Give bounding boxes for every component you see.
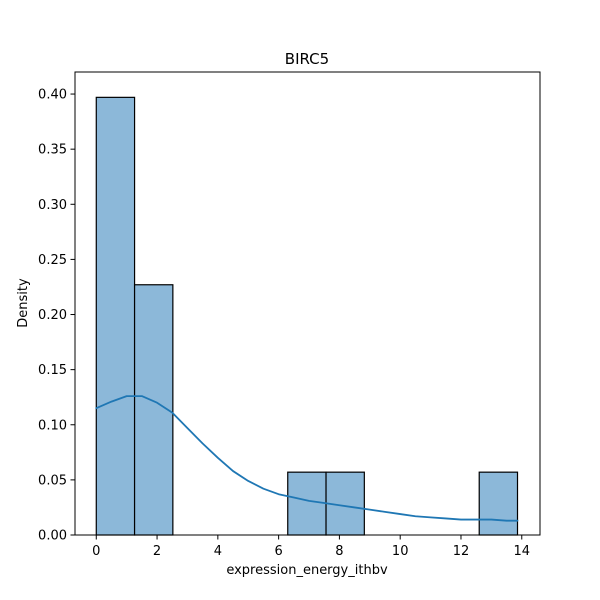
histogram-bar	[478, 471, 519, 536]
y-tick-label: 0.20	[38, 308, 67, 323]
x-tick-label: 8	[335, 544, 343, 559]
y-tick-label: 0.15	[38, 363, 67, 378]
y-tick-label: 0.30	[38, 198, 67, 213]
x-tick-label: 0	[92, 544, 100, 559]
histogram-bar	[287, 471, 327, 536]
y-tick-label: 0.05	[38, 473, 67, 488]
y-tick-label: 0.35	[38, 143, 67, 158]
x-axis-ticks: 0 2 4 6 8 10 12 14	[92, 535, 530, 559]
x-axis-label: expression_energy_ithbv	[226, 563, 388, 578]
x-tick-label: 12	[453, 544, 470, 559]
x-tick-label: 4	[214, 544, 222, 559]
x-tick-label: 10	[392, 544, 409, 559]
kde-curve-group	[95, 395, 519, 522]
y-axis-label: Density	[16, 278, 31, 328]
y-tick-label: 0.10	[38, 418, 67, 433]
y-tick-label: 0.00	[38, 529, 67, 544]
kde-line	[95, 395, 519, 522]
x-tick-label: 6	[274, 544, 282, 559]
x-tick-label: 14	[513, 544, 530, 559]
histogram-bars	[95, 96, 519, 536]
histogram-bar	[95, 96, 136, 536]
y-tick-label: 0.25	[38, 253, 67, 268]
x-tick-label: 2	[153, 544, 161, 559]
y-axis-ticks: 0.00 0.05 0.10 0.15 0.20 0.25 0.30 0.35 0.40	[38, 88, 75, 544]
chart-title: BIRC5	[285, 50, 329, 68]
y-tick-label: 0.40	[38, 88, 67, 103]
plot-frame	[74, 71, 541, 536]
